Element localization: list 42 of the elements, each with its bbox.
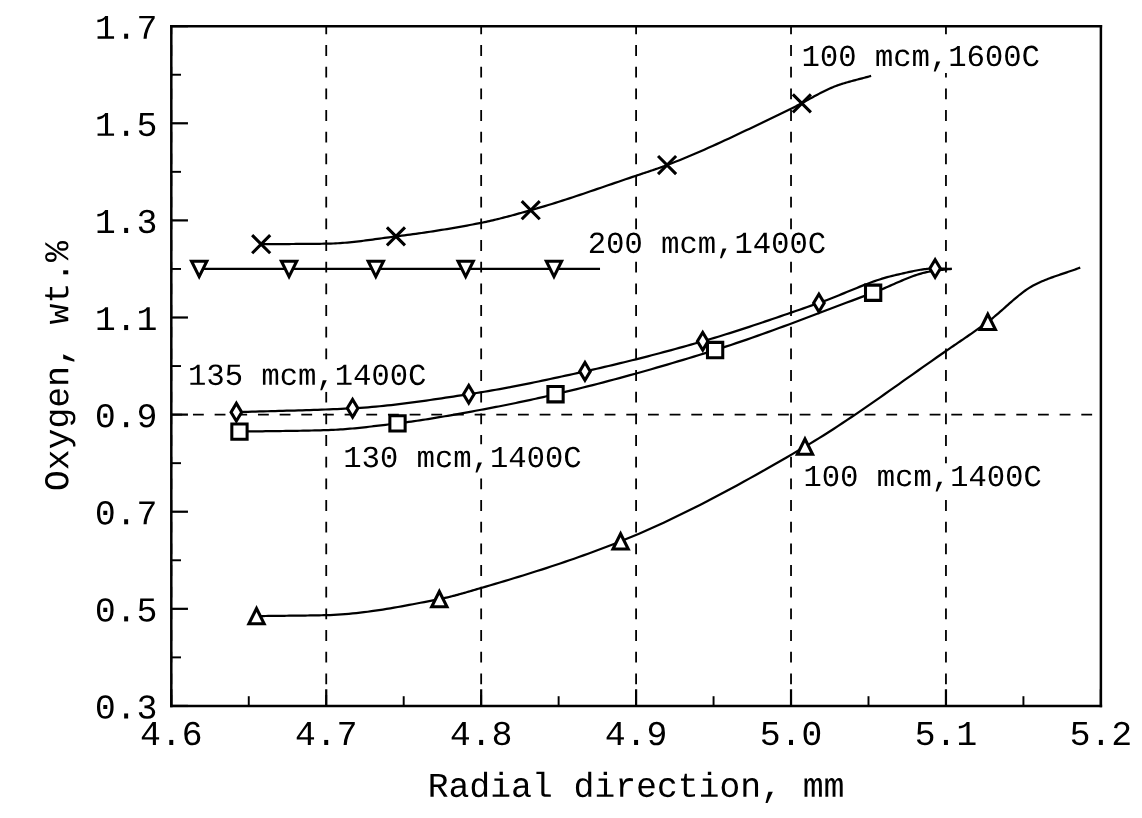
x-tick-label: 4.7 bbox=[296, 722, 355, 745]
y-tick-label: 1.5 bbox=[97, 112, 156, 137]
point bbox=[279, 259, 299, 279]
y-tick-label: 0.7 bbox=[97, 501, 155, 525]
point bbox=[388, 414, 407, 433]
point bbox=[705, 340, 725, 360]
point bbox=[791, 92, 813, 114]
y-tick-label: 1.1 bbox=[97, 307, 156, 331]
point bbox=[544, 259, 564, 279]
x-tick-label: 5.2 bbox=[1071, 721, 1130, 746]
series-label: 130 mcm,1400C bbox=[345, 446, 581, 473]
point bbox=[430, 589, 449, 609]
y-tick-label: 0.5 bbox=[97, 598, 156, 622]
point bbox=[795, 437, 815, 456]
point bbox=[977, 310, 998, 332]
point bbox=[863, 283, 883, 302]
series-label: 100 mcm,1600C bbox=[803, 45, 1039, 72]
series-label: 100 mcm,1400C bbox=[805, 465, 1041, 492]
y-tick-label: 0.9 bbox=[97, 403, 155, 428]
point bbox=[385, 225, 407, 247]
point bbox=[366, 259, 385, 279]
point bbox=[247, 606, 266, 626]
y-tick-label: 1.7 bbox=[97, 15, 155, 39]
x-axis-title: Radial direction, mm bbox=[430, 771, 843, 803]
point bbox=[190, 259, 209, 279]
point bbox=[230, 422, 249, 441]
point bbox=[520, 199, 542, 221]
point bbox=[456, 259, 475, 279]
x-tick-label: 5.0 bbox=[761, 721, 821, 746]
point bbox=[546, 385, 565, 404]
x-tick-label: 4.6 bbox=[141, 721, 201, 746]
x-tick-label: 4.8 bbox=[451, 721, 511, 746]
x-tick-label: 4.9 bbox=[606, 721, 665, 746]
point bbox=[250, 233, 272, 255]
y-tick-label: 0.3 bbox=[97, 695, 156, 719]
y-axis-title: Oxygen, wt.% bbox=[45, 241, 76, 490]
x-tick-label: 5.1 bbox=[916, 722, 976, 746]
legend-label: 135 mcm,1400C bbox=[190, 364, 426, 391]
y-tick-label: 1.3 bbox=[97, 209, 156, 234]
point bbox=[656, 154, 678, 176]
series-label: 200 mcm,1400C bbox=[589, 232, 825, 259]
point bbox=[611, 532, 630, 551]
